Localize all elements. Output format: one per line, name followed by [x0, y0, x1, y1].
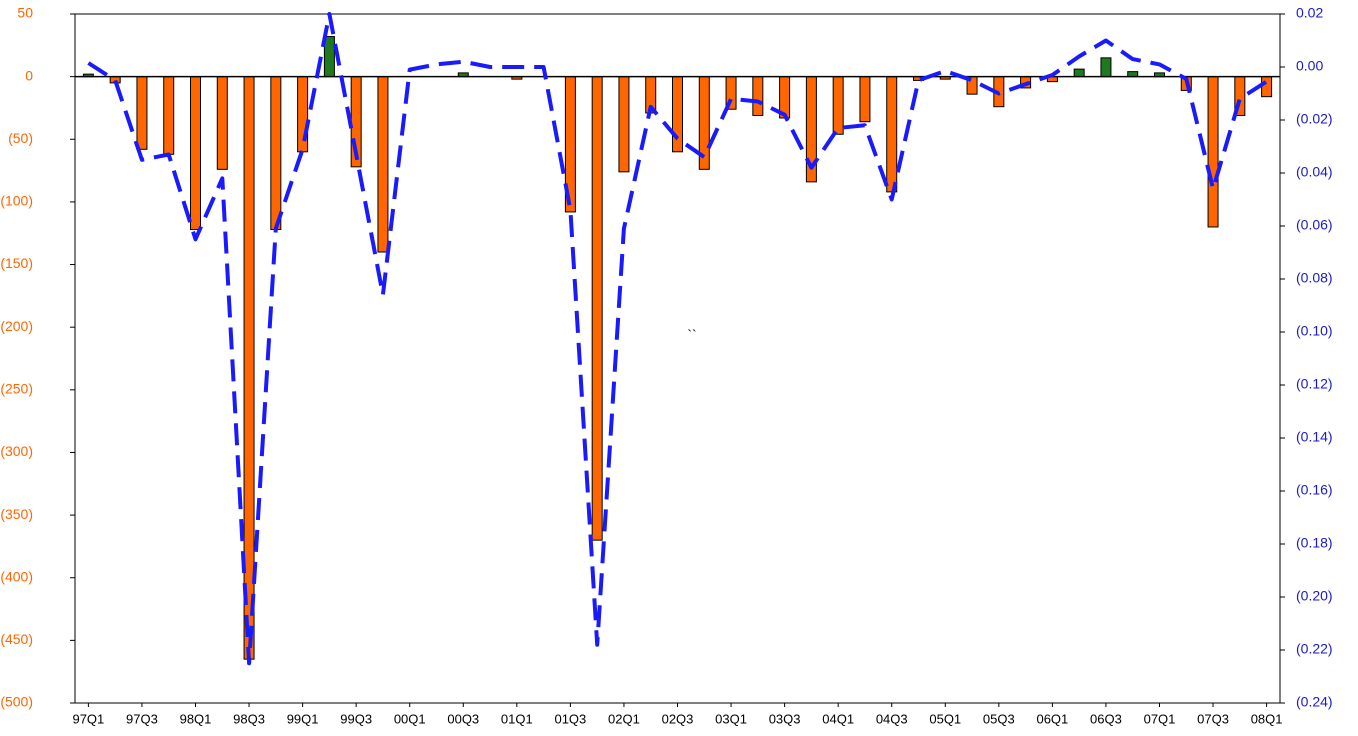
x-tick-label: 02Q3 [662, 711, 694, 726]
bar [190, 76, 201, 230]
line-series [87, 12, 1268, 666]
x-tick-label: 04Q3 [876, 711, 908, 726]
y-tick-label: (400) [0, 568, 33, 584]
y-tick-label: (500) [0, 694, 33, 710]
y2-tick-label: (0.12) [1296, 376, 1333, 392]
bar [618, 76, 630, 173]
x-tick-label: 04Q1 [822, 711, 854, 726]
y2-tick-label: (0.20) [1296, 588, 1333, 604]
x-tick-label: 02Q1 [608, 711, 640, 726]
y2-tick-label: 0.02 [1296, 5, 1323, 21]
x-tick-label: 01Q3 [554, 711, 586, 726]
y2-tick-label: (0.14) [1296, 429, 1333, 445]
x-tick-label: 06Q1 [1036, 711, 1068, 726]
y-tick-label: (450) [0, 631, 33, 647]
bar [1127, 71, 1139, 78]
x-tick-label: 03Q3 [769, 711, 801, 726]
y-tick-label: 50 [17, 5, 33, 21]
bar [859, 76, 871, 123]
y-tick-label: (100) [0, 193, 33, 209]
x-tick-label: 98Q1 [180, 711, 212, 726]
x-tick-label: 06Q3 [1090, 711, 1122, 726]
x-tick-label: 03Q1 [715, 711, 747, 726]
x-tick-label: 00Q3 [447, 711, 479, 726]
y-tick-label: (350) [0, 506, 33, 522]
bar [216, 76, 228, 170]
y-tick-label: 0 [25, 67, 33, 83]
y2-tick-label: (0.18) [1296, 535, 1333, 551]
y2-tick-label: (0.24) [1296, 694, 1333, 710]
y2-tick-label: (0.10) [1296, 323, 1333, 339]
y2-tick-label: (0.16) [1296, 482, 1333, 498]
annotation: `` [687, 327, 696, 343]
bar [1100, 57, 1112, 78]
x-tick-label: 07Q3 [1197, 711, 1229, 726]
y2-tick-label: (0.04) [1296, 164, 1333, 180]
y2-tick-label: 0.00 [1296, 58, 1323, 74]
y2-tick-label: (0.22) [1296, 641, 1333, 657]
x-tick-label: 98Q3 [233, 711, 265, 726]
bar [1261, 76, 1273, 98]
bar [832, 76, 844, 135]
x-tick-label: 99Q3 [340, 711, 372, 726]
x-tick-label: 08Q1 [1251, 711, 1283, 726]
x-tick-label: 07Q1 [1144, 711, 1176, 726]
bar [377, 76, 389, 253]
bar [270, 76, 282, 230]
bar [886, 76, 898, 193]
y2-tick-label: (0.08) [1296, 270, 1333, 286]
x-tick-label: 97Q1 [72, 711, 104, 726]
x-tick-label: 00Q1 [394, 711, 426, 726]
x-tick-label: 05Q1 [929, 711, 961, 726]
bar [591, 76, 603, 541]
bar [163, 76, 175, 155]
x-tick-label: 97Q3 [126, 711, 158, 726]
y-tick-label: (300) [0, 443, 33, 459]
bar [672, 76, 683, 153]
y2-tick-label: (0.06) [1296, 217, 1333, 233]
x-tick-label: 05Q3 [983, 711, 1015, 726]
x-tick-label: 99Q1 [287, 711, 319, 726]
bar [323, 36, 335, 78]
bar [752, 76, 764, 116]
x-tick-label: 01Q1 [501, 711, 533, 726]
y2-tick-label: (0.02) [1296, 111, 1333, 127]
bar [1207, 76, 1219, 228]
y-tick-label: (50) [8, 130, 33, 146]
bar [1073, 68, 1085, 78]
y-tick-label: (150) [0, 255, 33, 271]
y-tick-label: (200) [0, 318, 33, 334]
bar [136, 76, 148, 150]
y-tick-label: (250) [0, 381, 33, 397]
